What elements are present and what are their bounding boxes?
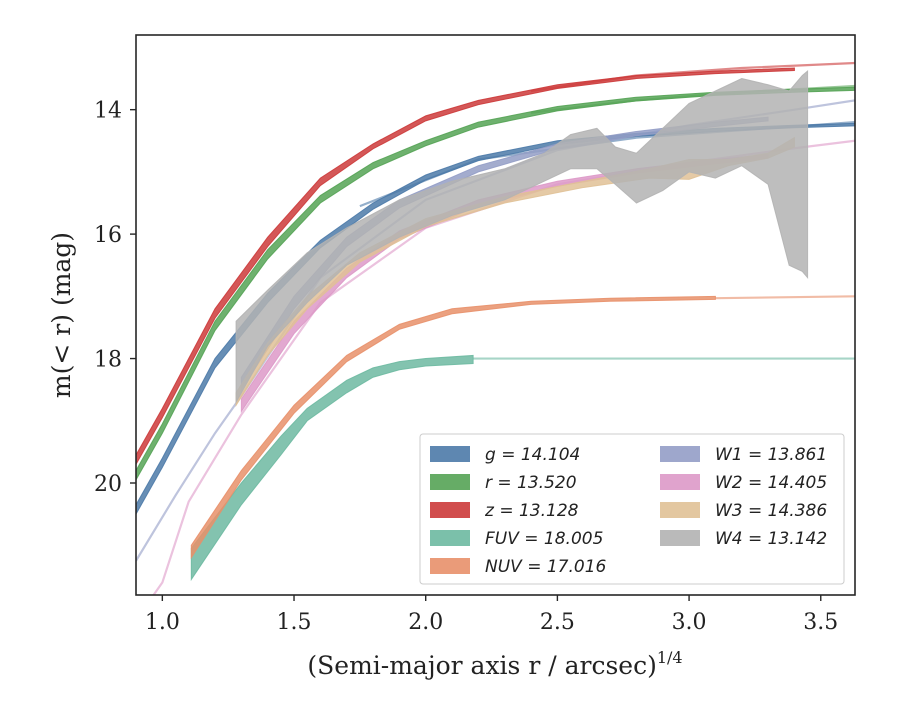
- bands-layer: [136, 67, 855, 582]
- y-tick-label: 14: [94, 99, 122, 124]
- x-axis-title: (Semi-major axis r / arcsec)1/4: [307, 648, 682, 680]
- legend-swatch-z: [430, 502, 470, 518]
- x-tick-label: 2.0: [408, 610, 443, 635]
- legend-swatch-nuv: [430, 558, 470, 574]
- legend-label-nuv: NUV = 17.016: [485, 557, 607, 577]
- legend-swatch-fuv: [430, 530, 470, 546]
- legend-label-w2: W2 = 14.405: [715, 473, 827, 493]
- legend-swatch-w1: [660, 446, 700, 462]
- legend-label-w4: W4 = 13.142: [715, 529, 827, 549]
- plot-frame: [135, 34, 856, 596]
- y-tick-label: 16: [94, 223, 122, 248]
- x-axis-title-text: (Semi-major axis r / arcsec): [307, 651, 656, 680]
- legend-swatch-w2: [660, 474, 700, 490]
- legend-label-g: g = 14.104: [485, 445, 580, 465]
- x-axis: 1.0 1.5 2.0 2.5 3.0 3.5: [145, 595, 838, 635]
- series-nuv-extension-line: [715, 295, 855, 300]
- legend-swatch-g: [430, 446, 470, 462]
- x-axis-title-exponent: 1/4: [657, 648, 683, 667]
- legend-label-fuv: FUV = 18.005: [485, 529, 603, 549]
- y-tick-label: 18: [94, 348, 122, 373]
- series-z-band: [136, 67, 795, 466]
- series-fuv-band: [190, 354, 474, 582]
- legend-swatch-r: [430, 474, 470, 490]
- x-tick-label: 1.0: [145, 610, 180, 635]
- legend-label-r: r = 13.520: [485, 473, 577, 493]
- series-w4-band: [235, 70, 809, 405]
- y-axis-title: m(< r) (mag): [47, 232, 76, 398]
- y-axis: 14 16 18 20: [94, 99, 136, 497]
- series-r-band: [136, 86, 855, 481]
- legend-label-z: z = 13.128: [484, 501, 579, 521]
- x-tick-label: 2.5: [540, 610, 575, 635]
- x-tick-label: 1.5: [277, 610, 312, 635]
- x-tick-label: 3.5: [803, 610, 838, 635]
- legend-frame: [419, 433, 845, 585]
- legend-label-w3: W3 = 14.386: [715, 501, 827, 521]
- y-tick-label: 20: [94, 472, 122, 497]
- series-nuv-band: [190, 295, 716, 560]
- x-tick-label: 3.0: [672, 610, 707, 635]
- legend: g = 14.104 r = 13.520 z = 13.128 FUV = 18.0…: [419, 433, 845, 585]
- legend-swatch-w3: [660, 502, 700, 518]
- legend-swatch-w4: [660, 530, 700, 546]
- legend-label-w1: W1 = 13.861: [715, 445, 827, 465]
